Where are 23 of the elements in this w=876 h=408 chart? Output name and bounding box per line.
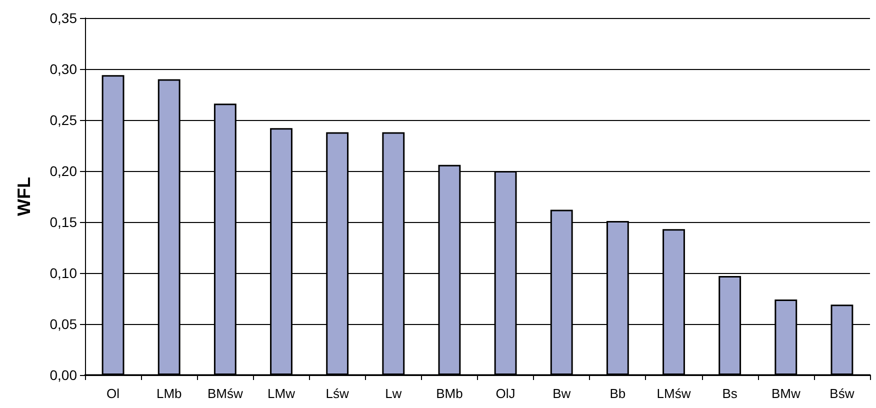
x-tick-label: Ol: [106, 386, 120, 401]
y-tick-label: 0,10: [50, 265, 78, 281]
y-tick-label: 0,15: [50, 214, 78, 230]
x-tick-label: Bs: [722, 386, 738, 401]
x-tick-label: LMb: [156, 386, 182, 401]
x-tick-label: Bw: [552, 386, 572, 401]
y-tick-label: 0,35: [50, 10, 78, 26]
y-tick-label: 0,30: [50, 61, 78, 77]
x-tick-label: Lw: [385, 386, 402, 401]
y-tick-label: 0,20: [50, 163, 78, 179]
y-axis-title: WFL: [14, 177, 34, 216]
x-tick-label: BMw: [771, 386, 801, 401]
x-tick-label: LMw: [268, 386, 296, 401]
x-tick-label: LMśw: [656, 386, 692, 401]
y-tick-label: 0,00: [50, 367, 78, 383]
x-tick-label: Bb: [610, 386, 626, 401]
x-tick-label: Bśw: [830, 386, 855, 401]
x-tick-label: BMśw: [207, 386, 244, 401]
x-tick-label: OlJ: [496, 386, 516, 401]
y-tick-label: 0,25: [50, 112, 78, 128]
x-tick-label: BMb: [436, 386, 463, 401]
x-tick-label: Lśw: [326, 386, 350, 401]
y-tick-label: 0,05: [50, 316, 78, 332]
